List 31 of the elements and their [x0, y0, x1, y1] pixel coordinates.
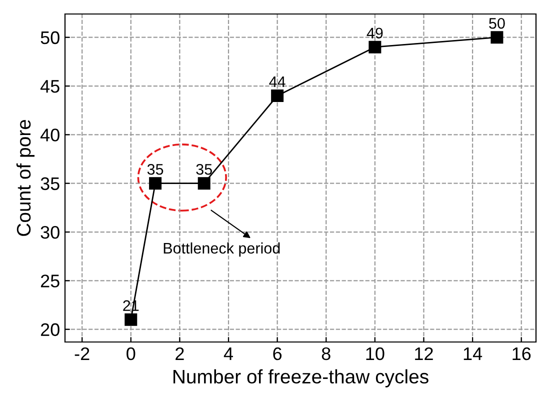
annotation: Bottleneck period [164, 242, 280, 257]
data-label: 49 [366, 28, 383, 39]
x-tick-label: 4 [224, 348, 233, 360]
y-tick-label: 20 [40, 323, 60, 336]
point [368, 40, 382, 54]
x-tick-label: 2 [176, 347, 184, 360]
y-tick-label: 25 [40, 274, 60, 288]
data-label: 50 [489, 18, 505, 29]
y-axis-title: Count of pore [16, 120, 34, 236]
x-tick-label: 12 [415, 347, 433, 360]
y-tick-label: 50 [40, 31, 60, 44]
x-tick-label: 0 [126, 347, 136, 360]
x-axis-title: Number of freeze-thaw cycles [174, 369, 428, 388]
x-tick-label: 8 [322, 347, 330, 360]
y-tick-label: 30 [40, 226, 60, 239]
x-tick-label: 6 [273, 347, 282, 360]
y-tick-label: 45 [40, 80, 60, 93]
x-tick-label: 16 [512, 347, 531, 360]
x-tick-label: -2 [74, 347, 90, 360]
point [198, 177, 210, 190]
data-label: 35 [147, 164, 164, 175]
x-tick-label: 10 [366, 347, 384, 360]
x-tick-label: 14 [464, 348, 482, 360]
point [271, 90, 284, 102]
data-label: 44 [269, 76, 286, 88]
point [149, 177, 162, 190]
y-tick-label: 40 [40, 128, 60, 142]
point [490, 31, 504, 44]
point [124, 313, 138, 326]
y-tick-label: 35 [40, 177, 60, 190]
data-label: 35 [196, 164, 212, 175]
